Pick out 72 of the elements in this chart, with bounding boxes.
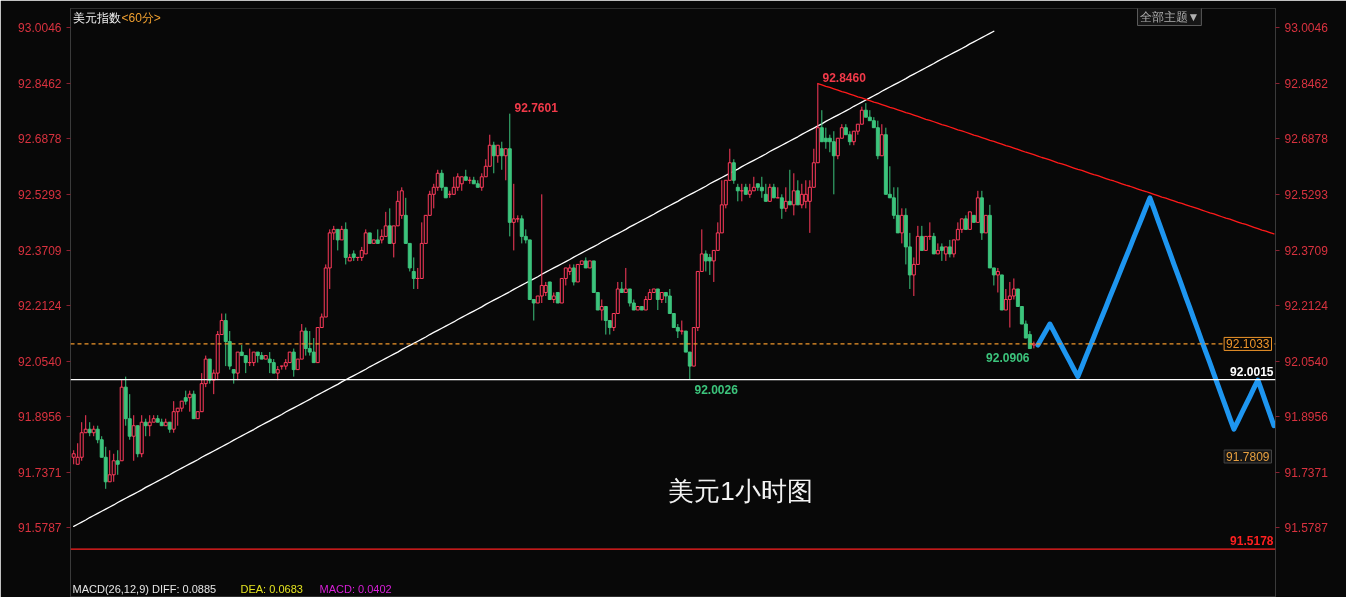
annotation: DEA: 0.0683	[240, 582, 303, 595]
y2-tick-label: 92.2124	[1284, 299, 1329, 314]
y2-tick-label: 92.8462	[1284, 76, 1329, 91]
y-tick-label: 91.8956	[18, 410, 62, 425]
candlestick	[931, 232, 936, 255]
candlestick	[599, 298, 604, 322]
chart-title: 美元指数	[72, 10, 121, 25]
candlestick	[503, 148, 508, 181]
candlestick	[803, 179, 808, 209]
annotation: 92.8460	[822, 70, 867, 85]
y-tick-label: 92.5293	[18, 188, 62, 203]
candlestick	[303, 327, 308, 357]
y-tick-label: 92.6878	[18, 132, 62, 147]
candlestick	[787, 169, 792, 206]
y2-tick-label: 91.8956	[1284, 410, 1329, 425]
candlestick	[383, 211, 388, 237]
candlestick	[731, 158, 736, 185]
y-tick-label: 92.0540	[18, 354, 62, 369]
candlestick	[131, 414, 136, 462]
candlestick	[235, 351, 240, 381]
y-tick-label: 92.3709	[18, 243, 62, 258]
candlestick	[879, 123, 884, 157]
line-series	[817, 82, 1275, 235]
candlestick	[223, 313, 228, 367]
candlestick	[363, 228, 368, 255]
candlestick	[491, 141, 496, 174]
y2-tick-label: 91.7371	[1284, 465, 1329, 480]
candlestick	[335, 228, 340, 251]
candlestick	[783, 186, 788, 213]
candlestick	[895, 186, 900, 234]
candlestick	[791, 172, 796, 216]
y2-tick-label: 92.6878	[1284, 132, 1329, 147]
candlestick	[387, 207, 392, 244]
annotation: 美元1小时图	[668, 475, 813, 506]
candlestick	[779, 193, 784, 220]
candlestick	[703, 249, 708, 272]
y2-tick-label: 92.5293	[1284, 188, 1329, 203]
annotation: 91.7809	[1226, 450, 1270, 464]
annotation: 92.7601	[514, 100, 559, 115]
candlestick	[799, 183, 804, 209]
candlestick	[435, 169, 440, 192]
annotation: MACD: 0.0402	[319, 582, 392, 595]
ref-line-label: 92.0015	[1230, 364, 1274, 379]
candlestick	[919, 225, 924, 251]
ref-line-label: 92.1033	[1226, 337, 1270, 352]
y2-tick-label: 92.3709	[1284, 243, 1329, 258]
ref-line-label: 91.5178	[1230, 534, 1274, 549]
candlestick	[107, 449, 112, 483]
y-tick-label: 91.7371	[18, 465, 62, 480]
y-tick-label: 92.8462	[18, 76, 62, 91]
y-tick-label: 91.5787	[18, 521, 62, 536]
candlestick	[707, 253, 712, 276]
candlestick	[899, 207, 904, 244]
candlestick	[311, 337, 316, 364]
annotation: MACD(26,12,9) DIFF: 0.0885	[72, 582, 217, 595]
chart-subtitle: <60分>	[121, 10, 161, 25]
y2-tick-label: 92.0540	[1284, 354, 1329, 369]
y2-tick-label: 93.0046	[1284, 21, 1329, 36]
annotation: 92.0026	[694, 382, 739, 397]
candlestick	[1007, 281, 1012, 329]
candlestick	[823, 127, 828, 150]
y2-tick-label: 91.5787	[1284, 521, 1329, 536]
candlestick	[795, 179, 800, 206]
candlestick	[115, 449, 120, 476]
candlestick	[111, 453, 116, 483]
y-tick-label: 93.0046	[18, 21, 62, 36]
y-tick-label: 92.2124	[18, 299, 62, 314]
candlestick	[207, 358, 212, 385]
annotation: 全部主题▼	[1139, 9, 1200, 24]
annotation: 92.0906	[986, 350, 1030, 365]
candlestick	[603, 306, 608, 336]
candlestick	[511, 183, 516, 251]
